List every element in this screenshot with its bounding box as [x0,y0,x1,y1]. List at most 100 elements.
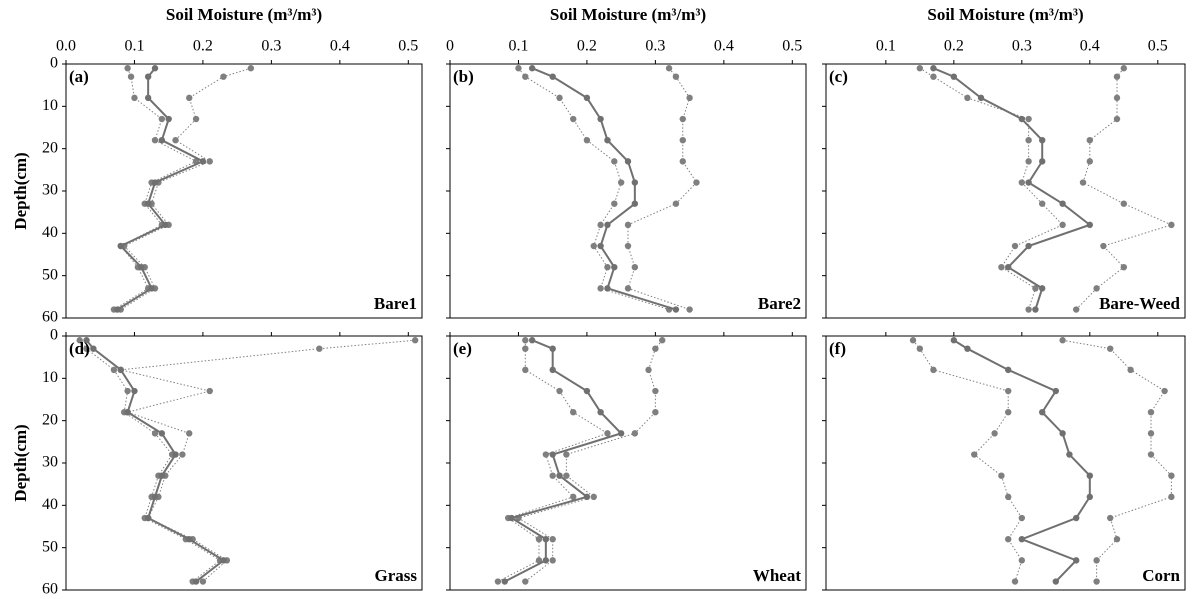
data-point [1025,115,1032,123]
x-tick-label: 0.2 [577,38,597,55]
data-point [549,345,556,352]
data-point [549,557,556,564]
data-point [624,285,632,292]
data-point [1059,221,1066,229]
x-tick-label: 0.5 [398,38,418,55]
data-point [124,409,131,416]
data-point [144,514,152,522]
data-point [522,345,529,352]
data-point [158,430,166,437]
data-point [199,158,207,165]
data-point [1059,200,1066,207]
profile-line [518,67,670,311]
data-point [624,242,632,250]
data-point [127,73,135,80]
data-point [679,158,686,165]
data-point [1059,337,1066,344]
data-point [508,514,515,522]
y-tick-label: 50 [42,266,58,283]
data-point [1073,306,1080,313]
data-point [1168,493,1175,501]
data-point [179,451,186,458]
data-point [950,73,958,80]
data-point [604,430,611,437]
data-point [165,115,172,123]
data-point [90,345,97,352]
data-point [1039,285,1046,292]
data-point [604,264,611,271]
data-point [686,306,693,313]
y-tick-label: 30 [42,182,58,199]
data-point [570,493,577,501]
x-tick-label: 0.5 [1148,38,1168,55]
data-point [930,366,937,374]
data-point [1039,158,1046,165]
profile-line [531,67,677,311]
data-point [652,409,659,416]
profile-line [1062,339,1172,582]
data-point [522,337,529,344]
plot-frame [825,63,1186,319]
data-point [631,179,639,186]
data-point [971,451,978,458]
y-tick-label: 0 [50,327,58,344]
y-tick-label: 40 [42,224,58,241]
panel-label: (d) [69,339,90,358]
data-point [114,306,121,313]
data-point [138,264,145,271]
data-point [162,221,169,229]
data-point [528,65,536,72]
x-tick-label: 0.1 [876,38,896,55]
data-point [124,387,131,395]
data-point [1052,578,1060,585]
data-point [909,337,917,344]
data-point [542,451,550,458]
data-point [693,179,700,186]
plot-frame [65,335,423,591]
data-point [1011,242,1019,250]
data-point [590,242,597,250]
data-point [679,137,686,144]
data-point [1018,115,1026,123]
data-point [1025,137,1032,144]
site-label: Grass [375,566,418,585]
data-point [542,536,550,543]
data-point [535,536,543,543]
data-point [597,242,604,250]
data-point [549,366,556,374]
data-point [151,430,159,437]
data-point [1018,179,1026,186]
data-point [1073,514,1080,522]
data-point [199,578,207,585]
profile-line [116,67,206,311]
x-tick-label: 0.4 [1080,38,1100,55]
y-tick-label: 20 [42,411,58,428]
data-point [522,73,529,80]
profile-line [120,339,416,582]
site-label: Bare2 [758,294,801,313]
data-point [1086,493,1094,501]
data-point [611,264,618,271]
data-point [501,578,508,585]
data-point [148,285,155,292]
x-tick-label: 0.2 [193,38,213,55]
profile-line [517,339,663,582]
data-point [151,493,159,501]
data-point [1039,137,1046,144]
panel-label: (a) [69,67,89,86]
y-axis-label: Depth(cm) [11,424,30,501]
data-point [1147,451,1155,458]
y-tick-label: 30 [42,454,58,471]
site-label: Bare1 [374,294,417,313]
data-point [604,285,611,292]
data-point [1127,366,1134,374]
data-point [583,387,591,395]
panel-label: (f) [829,339,846,358]
site-label: Corn [1142,566,1180,585]
y-tick-label: 40 [42,496,58,513]
data-point [1025,179,1032,186]
data-point [604,137,611,144]
plot-frame [449,63,807,319]
y-axis-label: Depth(cm) [11,152,30,229]
data-point [556,387,563,395]
